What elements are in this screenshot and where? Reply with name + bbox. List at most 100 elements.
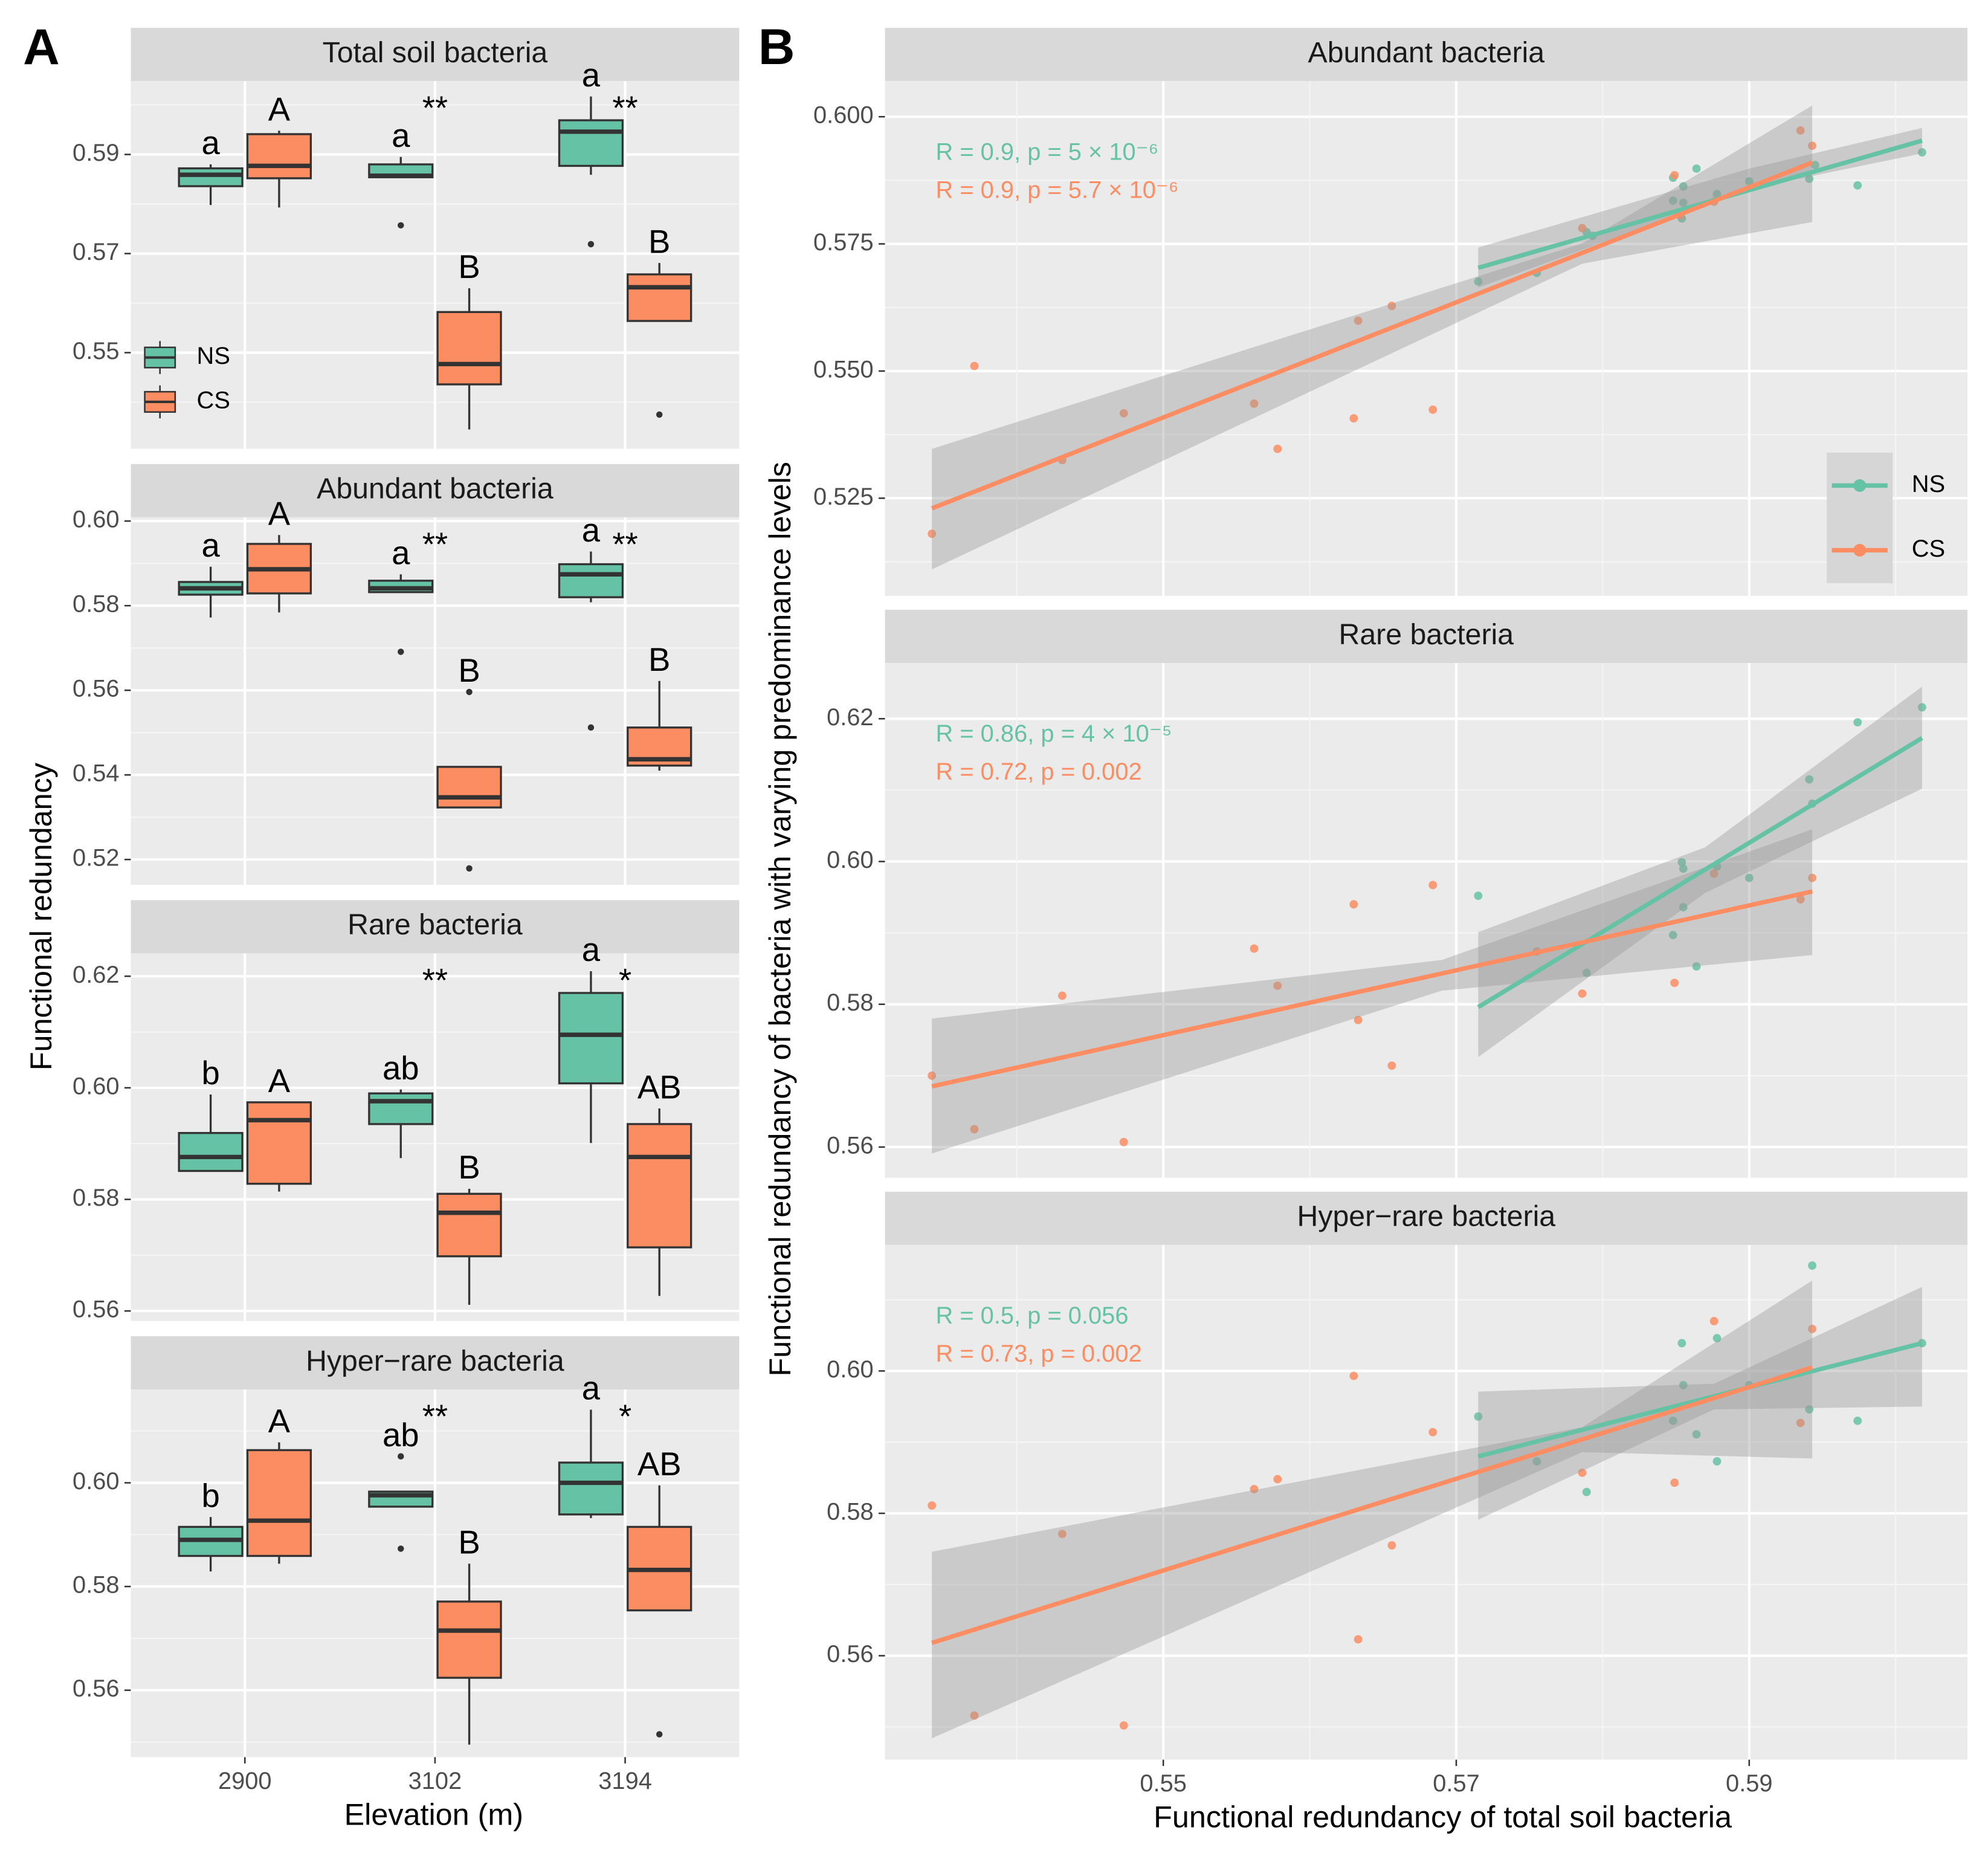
outlier — [466, 865, 473, 872]
group-letter: a — [392, 535, 410, 572]
point — [1670, 171, 1679, 179]
x-tick-label: 0.55 — [1140, 1770, 1187, 1797]
point — [1349, 1371, 1358, 1380]
y-axis-title: Functional redundancy of bacteria with v… — [763, 462, 797, 1376]
legend-key-background — [1827, 452, 1893, 583]
group-letter: A — [268, 1062, 291, 1099]
outlier — [466, 688, 473, 696]
point — [1677, 1339, 1686, 1348]
strip-title: Hyper−rare bacteria — [306, 1345, 564, 1377]
significance: ** — [422, 1398, 448, 1435]
y-tick-label: 0.54 — [73, 760, 120, 787]
point — [1428, 405, 1438, 414]
point — [1808, 1261, 1816, 1270]
box — [627, 273, 692, 322]
y-tick-label: 0.57 — [73, 239, 120, 265]
box — [246, 133, 312, 179]
point — [928, 1071, 937, 1080]
point — [1119, 409, 1128, 418]
y-tick-label: 0.60 — [827, 1356, 874, 1383]
annotation: R = 0.86, p = 4 × 10⁻⁵ — [936, 720, 1172, 747]
outlier — [656, 1731, 663, 1738]
group-letter: AB — [637, 1069, 682, 1105]
point — [1670, 1478, 1679, 1487]
point — [1712, 1457, 1722, 1466]
box — [558, 563, 624, 598]
group-letter: a — [582, 57, 601, 94]
point — [1679, 1381, 1688, 1389]
point — [1532, 1457, 1541, 1466]
point — [1709, 1317, 1719, 1325]
group-letter: AB — [637, 1446, 682, 1483]
box — [246, 1449, 312, 1557]
y-tick-label: 0.56 — [827, 1132, 874, 1159]
outlier — [656, 411, 663, 418]
point — [1679, 903, 1688, 911]
y-tick-label: 0.58 — [73, 1185, 120, 1211]
x-tick-label: 3194 — [598, 1768, 652, 1794]
y-tick-label: 0.58 — [827, 1499, 874, 1525]
point — [1677, 858, 1686, 867]
point — [1354, 1635, 1363, 1644]
point — [1387, 302, 1396, 311]
point — [1250, 1485, 1259, 1493]
strip-title: Hyper−rare bacteria — [1297, 1200, 1556, 1233]
strip-title: Abundant bacteria — [317, 473, 553, 505]
point — [1582, 1487, 1591, 1496]
y-tick-label: 0.600 — [813, 102, 874, 129]
point — [1712, 1334, 1722, 1343]
annotation: R = 0.5, p = 0.056 — [936, 1302, 1129, 1329]
point — [1250, 944, 1259, 953]
y-tick-label: 0.60 — [73, 1073, 120, 1099]
group-letter: B — [458, 1149, 480, 1186]
significance: ** — [612, 526, 637, 563]
y-axis-title: Functional redundancy — [24, 762, 58, 1070]
box — [558, 992, 624, 1085]
point — [1349, 414, 1358, 423]
box — [558, 1461, 624, 1516]
x-tick-label: 0.59 — [1726, 1770, 1773, 1797]
point — [1853, 718, 1862, 727]
box — [246, 1101, 312, 1185]
y-tick-label: 0.550 — [813, 356, 874, 383]
x-tick-label: 0.57 — [1433, 1770, 1480, 1797]
legend-key-point — [1853, 479, 1867, 492]
fit-line — [931, 1365, 1813, 1645]
point — [1744, 873, 1754, 882]
annotation: R = 0.9, p = 5.7 × 10⁻⁶ — [936, 176, 1179, 203]
x-axis-title: Functional redundancy of total soil bact… — [1154, 1799, 1732, 1834]
y-tick-label: 0.60 — [73, 1468, 120, 1495]
point — [1668, 196, 1677, 205]
point — [1692, 164, 1701, 173]
y-tick-label: 0.58 — [73, 1572, 120, 1599]
point — [1250, 399, 1259, 408]
y-tick-label: 0.56 — [73, 676, 120, 702]
strip — [885, 28, 1968, 82]
group-letter: a — [582, 931, 601, 968]
point — [1387, 1061, 1396, 1070]
point — [1917, 703, 1926, 712]
x-tick-label: 2900 — [218, 1768, 272, 1794]
legend-key-point — [1853, 543, 1867, 557]
point — [1474, 891, 1483, 901]
point — [1428, 881, 1438, 890]
group-letter: A — [268, 91, 291, 128]
point — [1668, 931, 1677, 940]
point — [1810, 161, 1819, 170]
outlier — [398, 648, 404, 655]
annotation: R = 0.9, p = 5 × 10⁻⁶ — [936, 138, 1159, 165]
group-letter: b — [201, 1055, 219, 1091]
point — [1387, 1541, 1396, 1550]
confidence-band — [932, 1280, 1813, 1739]
significance: ** — [422, 526, 448, 563]
point — [1712, 190, 1722, 198]
point — [1709, 869, 1719, 878]
group-letter: a — [201, 124, 220, 161]
point — [1805, 775, 1814, 784]
y-tick-label: 0.56 — [73, 1675, 120, 1702]
group-letter: a — [582, 1370, 601, 1407]
y-tick-label: 0.58 — [73, 591, 120, 618]
fit-line — [931, 160, 1813, 511]
legend-label: NS — [1912, 471, 1945, 497]
strip — [885, 609, 1968, 664]
